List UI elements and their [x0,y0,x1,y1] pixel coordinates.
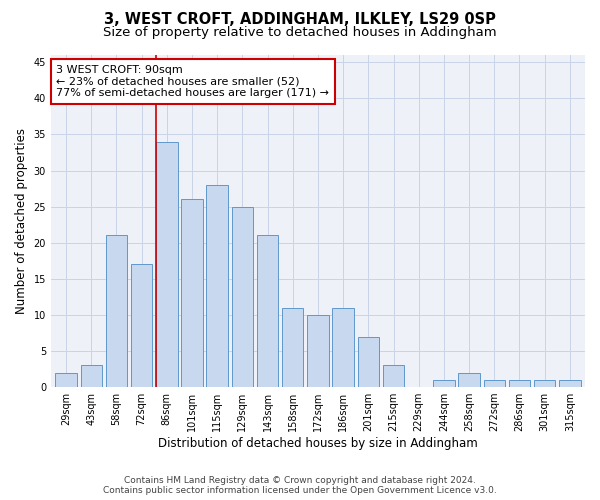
Bar [131,264,152,387]
Text: Contains HM Land Registry data © Crown copyright and database right 2024.
Contai: Contains HM Land Registry data © Crown c… [103,476,497,495]
Bar [181,200,203,387]
Bar [383,366,404,387]
Bar [232,206,253,387]
Bar [484,380,505,387]
Bar [156,142,178,387]
Y-axis label: Number of detached properties: Number of detached properties [15,128,28,314]
Bar [358,336,379,387]
Bar [433,380,455,387]
Bar [332,308,354,387]
Text: 3, WEST CROFT, ADDINGHAM, ILKLEY, LS29 0SP: 3, WEST CROFT, ADDINGHAM, ILKLEY, LS29 0… [104,12,496,28]
Bar [55,372,77,387]
Bar [458,372,480,387]
Bar [559,380,581,387]
X-axis label: Distribution of detached houses by size in Addingham: Distribution of detached houses by size … [158,437,478,450]
Bar [534,380,556,387]
Bar [509,380,530,387]
Bar [282,308,304,387]
Text: Size of property relative to detached houses in Addingham: Size of property relative to detached ho… [103,26,497,39]
Text: 3 WEST CROFT: 90sqm
← 23% of detached houses are smaller (52)
77% of semi-detach: 3 WEST CROFT: 90sqm ← 23% of detached ho… [56,65,329,98]
Bar [80,366,102,387]
Bar [106,236,127,387]
Bar [206,185,228,387]
Bar [257,236,278,387]
Bar [307,315,329,387]
